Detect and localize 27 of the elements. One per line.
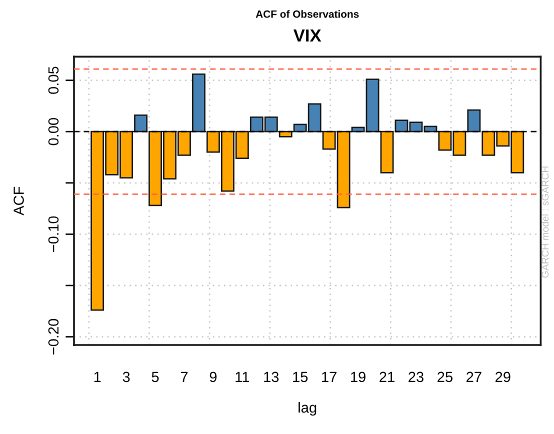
x-tick-label: 25 <box>438 372 452 382</box>
y-axis-title: ACF <box>14 186 24 216</box>
x-tick-label: 11 <box>236 372 250 382</box>
x-tick-label: 7 <box>180 372 188 382</box>
x-tick-label: 9 <box>210 372 217 382</box>
x-tick-label: 19 <box>351 372 366 382</box>
y-tick-label: 0.00 <box>48 118 59 146</box>
x-tick-label: 23 <box>408 372 424 382</box>
x-tick-label: 3 <box>122 372 130 382</box>
x-tick-label: 27 <box>466 372 482 382</box>
x-tick-label: 13 <box>264 372 279 382</box>
bar <box>192 73 206 132</box>
y-tick-label: 0.05 <box>48 66 59 94</box>
x-tick-label: 17 <box>322 372 336 382</box>
y-tick-label: −0.20 <box>48 318 59 355</box>
x-tick-label: 29 <box>496 372 510 382</box>
x-tick-label: 5 <box>152 372 159 382</box>
y-tick-label: −0.10 <box>48 216 59 252</box>
x-tick-label: 21 <box>380 372 394 382</box>
x-axis-title: lag <box>298 402 316 416</box>
x-tick-label: 1 <box>94 372 101 382</box>
chart-title: ACF of Observations <box>256 10 359 18</box>
bar <box>134 114 148 132</box>
chart-subtitle: VIX <box>293 30 322 42</box>
bar <box>380 130 394 174</box>
x-tick-label: 15 <box>293 372 308 382</box>
text: GARCH model : sGARCH <box>541 166 549 278</box>
